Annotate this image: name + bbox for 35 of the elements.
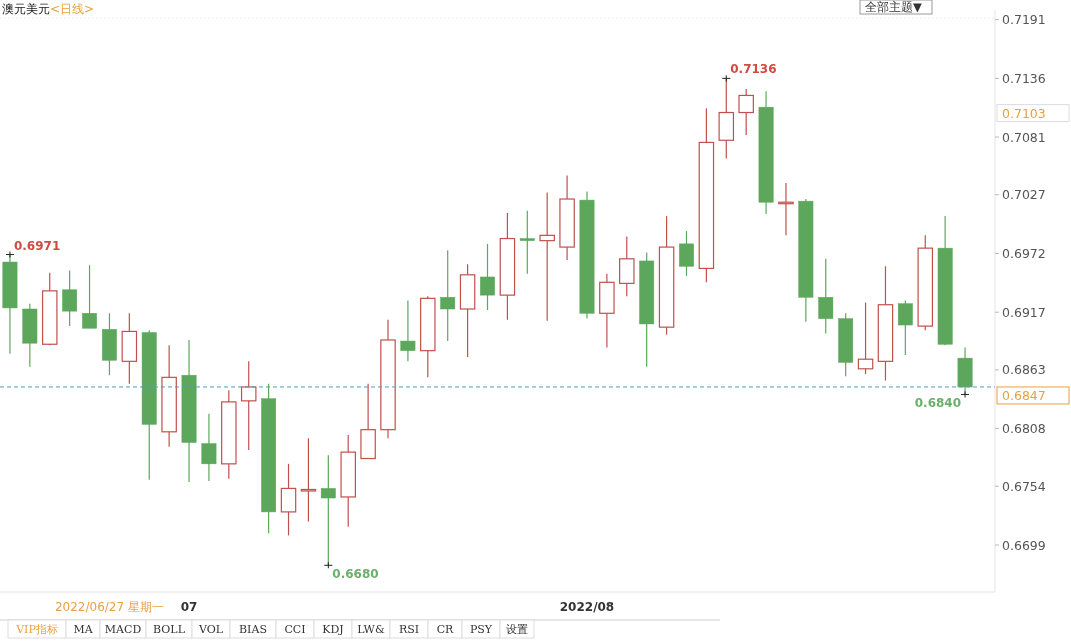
text: BOLL [153, 623, 186, 636]
y-tick-label: 0.7191 [1002, 12, 1046, 28]
x-tick-label: 07 [180, 600, 198, 614]
ref-line-label: 0.6847 [1002, 387, 1046, 403]
x-tick-label: 2022/08 [559, 600, 615, 614]
chart-title: 澳元美元 [2, 2, 50, 16]
text: CCI [284, 623, 306, 636]
annotation: 0.6840 [914, 396, 962, 411]
annotation: 0.6680 [332, 567, 379, 582]
text: RSI [398, 623, 420, 636]
annotation: 0.7136 [730, 62, 777, 77]
y-tick-label: 0.6754 [1002, 478, 1046, 494]
text: BIAS [239, 623, 267, 636]
annotation: 0.6971 [13, 238, 61, 253]
chart-subtitle: <日线> [50, 2, 95, 16]
y-tick-label: 0.7027 [1002, 187, 1046, 203]
text: MA [73, 623, 94, 636]
text: 设置 [506, 623, 528, 636]
y-tick-label: 0.7081 [1002, 129, 1046, 145]
text: MACD [104, 623, 142, 636]
text: VOL [197, 623, 224, 636]
y-tick-label: 0.6808 [1002, 421, 1046, 437]
annotation: 全部主题▼ [865, 0, 922, 14]
text: CR [436, 623, 455, 636]
text: KDJ [322, 623, 344, 636]
y-tick-label: 0.7136 [1002, 70, 1046, 86]
text: 0.7103 [1002, 106, 1046, 122]
y-tick-label: 0.6972 [1002, 245, 1046, 261]
text: LW& [357, 623, 385, 636]
y-tick-label: 0.6917 [1002, 304, 1046, 320]
x-tick-label: 2022/06/27 星期一 [54, 600, 164, 614]
y-tick-label: 0.6699 [1002, 537, 1046, 553]
text: VIP指标 [15, 623, 58, 636]
y-tick-label: 0.6863 [1002, 362, 1046, 378]
text: PSY [469, 623, 493, 636]
